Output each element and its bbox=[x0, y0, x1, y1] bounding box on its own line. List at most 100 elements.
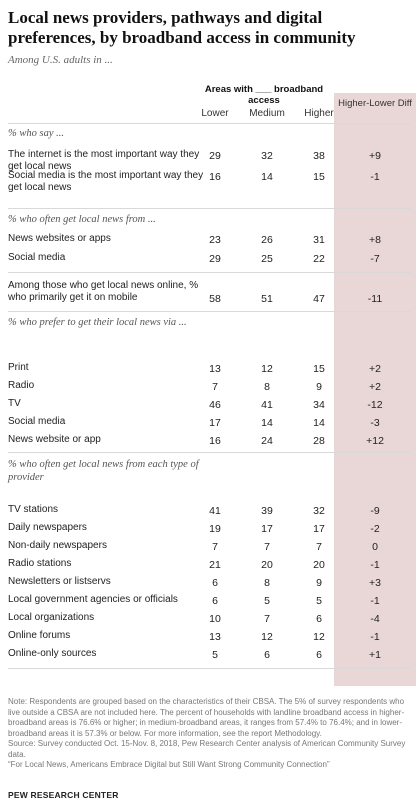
cell-higher: 28 bbox=[313, 435, 325, 447]
cell-lower: 17 bbox=[209, 417, 221, 429]
chart-title: Local news providers, pathways and digit… bbox=[8, 8, 356, 47]
cell-medium: 5 bbox=[264, 595, 270, 607]
cell-medium: 6 bbox=[264, 649, 270, 661]
cell-diff: +8 bbox=[369, 234, 381, 246]
cell-diff: -1 bbox=[370, 595, 380, 607]
notes: Note: Respondents are grouped based on t… bbox=[8, 697, 412, 771]
cell-lower: 58 bbox=[209, 293, 221, 305]
cell-diff: -1 bbox=[370, 171, 380, 183]
cell-medium: 20 bbox=[261, 559, 273, 571]
cell-higher: 9 bbox=[316, 577, 322, 589]
cell-diff: 0 bbox=[372, 541, 378, 553]
row-label: Local organizations bbox=[8, 612, 95, 623]
cell-diff: -2 bbox=[370, 523, 380, 535]
cell-lower: 29 bbox=[209, 253, 221, 265]
row-label: News website or app bbox=[8, 434, 101, 445]
cell-lower: 41 bbox=[209, 505, 221, 517]
row-label: Social media is the most important way t… bbox=[8, 170, 204, 193]
section-heading: % who often get local news from ... bbox=[8, 214, 156, 225]
cell-medium: 26 bbox=[261, 234, 273, 246]
cell-higher: 6 bbox=[316, 649, 322, 661]
row-label: Among those who get local news online, %… bbox=[8, 280, 199, 303]
cell-diff: +3 bbox=[369, 577, 381, 589]
cell-lower: 13 bbox=[209, 363, 221, 375]
section-heading: % who often get local news from each typ… bbox=[8, 459, 199, 483]
source-text: Source: Survey conducted Oct. 15-Nov. 8,… bbox=[8, 739, 406, 759]
cell-medium: 12 bbox=[261, 363, 273, 375]
cell-higher: 9 bbox=[316, 381, 322, 393]
cell-higher: 20 bbox=[313, 559, 325, 571]
cell-diff: -1 bbox=[370, 559, 380, 571]
section-heading: % who prefer to get their local news via… bbox=[8, 317, 187, 328]
section-divider bbox=[8, 311, 412, 312]
row-label: Online-only sources bbox=[8, 648, 97, 659]
chart-subtitle: Among U.S. adults in ... bbox=[8, 54, 113, 66]
cell-medium: 41 bbox=[261, 399, 273, 411]
cell-diff: +2 bbox=[369, 381, 381, 393]
cell-lower: 46 bbox=[209, 399, 221, 411]
cell-medium: 7 bbox=[264, 541, 270, 553]
row-label: Radio stations bbox=[8, 558, 72, 569]
cell-lower: 21 bbox=[209, 559, 221, 571]
cell-lower: 5 bbox=[212, 649, 218, 661]
row-label: Radio bbox=[8, 380, 35, 391]
cell-higher: 14 bbox=[313, 417, 325, 429]
cell-diff: -7 bbox=[370, 253, 380, 265]
cell-lower: 7 bbox=[212, 381, 218, 393]
section-divider bbox=[8, 272, 412, 273]
row-label: Social media bbox=[8, 252, 66, 263]
row-label: The internet is the most important way t… bbox=[8, 149, 200, 172]
section-divider bbox=[8, 208, 412, 209]
cell-lower: 13 bbox=[209, 631, 221, 643]
cell-medium: 32 bbox=[261, 150, 273, 162]
cell-diff: -1 bbox=[370, 631, 380, 643]
cell-medium: 7 bbox=[264, 613, 270, 625]
cell-lower: 16 bbox=[209, 171, 221, 183]
cell-higher: 15 bbox=[313, 171, 325, 183]
cell-diff: -11 bbox=[367, 293, 383, 305]
cell-medium: 8 bbox=[264, 381, 270, 393]
row-label: Online forums bbox=[8, 630, 71, 641]
cell-higher: 38 bbox=[313, 150, 325, 162]
column-header-lower: Lower bbox=[201, 108, 229, 119]
row-label: Local government agencies or officials bbox=[8, 594, 178, 605]
cell-medium: 14 bbox=[261, 417, 273, 429]
cell-lower: 10 bbox=[209, 613, 221, 625]
row-label: TV bbox=[8, 398, 21, 409]
cell-diff: +9 bbox=[369, 150, 381, 162]
column-header-diff: Higher-Lower Diff bbox=[338, 98, 412, 109]
section-divider bbox=[8, 452, 412, 453]
row-label: TV stations bbox=[8, 504, 59, 515]
table-bottom-rule bbox=[8, 668, 412, 669]
cell-diff: -4 bbox=[370, 613, 380, 625]
cell-medium: 8 bbox=[264, 577, 270, 589]
cell-diff: +12 bbox=[366, 435, 384, 447]
section-divider bbox=[8, 123, 412, 124]
cell-medium: 24 bbox=[261, 435, 273, 447]
cell-medium: 14 bbox=[261, 171, 273, 183]
cell-higher: 12 bbox=[313, 631, 325, 643]
cell-medium: 39 bbox=[261, 505, 273, 517]
cell-medium: 12 bbox=[261, 631, 273, 643]
note-text: Note: Respondents are grouped based on t… bbox=[8, 697, 405, 738]
cell-higher: 47 bbox=[313, 293, 325, 305]
cell-lower: 19 bbox=[209, 523, 221, 535]
cell-higher: 7 bbox=[316, 541, 322, 553]
cell-medium: 25 bbox=[261, 253, 273, 265]
cell-diff: -3 bbox=[370, 417, 380, 429]
row-label: Social media bbox=[8, 416, 66, 427]
column-header-medium: Medium bbox=[249, 108, 285, 119]
report-title: “For Local News, Americans Embrace Digit… bbox=[8, 760, 330, 769]
cell-diff: +1 bbox=[369, 649, 381, 661]
cell-higher: 34 bbox=[313, 399, 325, 411]
diff-column-highlight bbox=[334, 93, 416, 686]
row-label: Daily newspapers bbox=[8, 522, 87, 533]
cell-higher: 22 bbox=[313, 253, 325, 265]
cell-higher: 15 bbox=[313, 363, 325, 375]
cell-diff: -9 bbox=[370, 505, 380, 517]
cell-higher: 5 bbox=[316, 595, 322, 607]
cell-medium: 17 bbox=[261, 523, 273, 535]
row-label: Non-daily newspapers bbox=[8, 540, 107, 551]
cell-medium: 51 bbox=[261, 293, 273, 305]
cell-lower: 16 bbox=[209, 435, 221, 447]
